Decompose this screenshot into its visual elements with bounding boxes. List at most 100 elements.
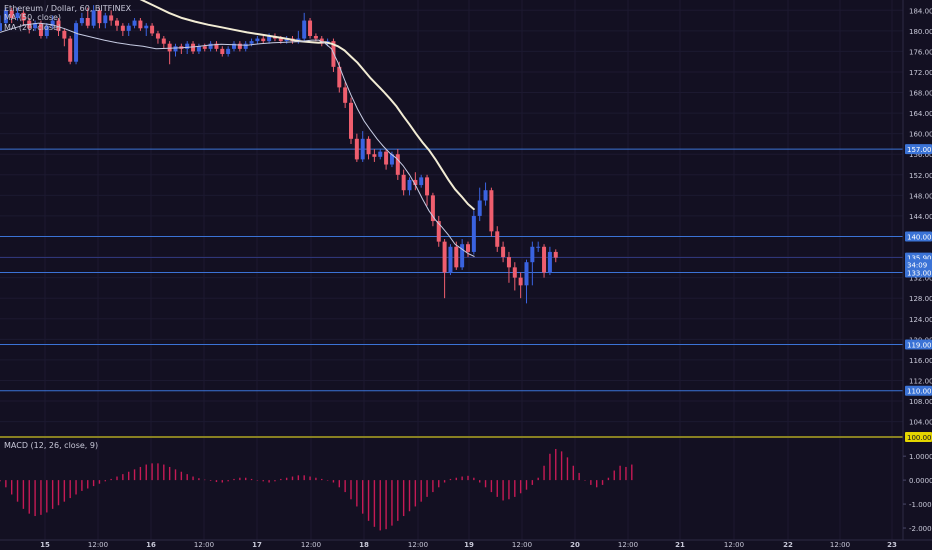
y-tick-label: 104.00 [909, 419, 932, 427]
candle-body [542, 246, 547, 273]
macd-tick-label: -2.0000 [909, 525, 932, 533]
candle-body [425, 177, 430, 196]
macd-bar [174, 469, 177, 481]
macd-bar [321, 478, 323, 481]
candle-body [208, 43, 213, 49]
candle-body [501, 246, 506, 258]
y-tick-label: 108.00 [909, 398, 932, 406]
price-label: 157.00 [907, 146, 932, 154]
macd-axis[interactable]: 1.0000 0.0000 -1.0000 -2.0000 [903, 453, 932, 533]
macd-bar [233, 478, 235, 481]
macd-bar [356, 480, 358, 507]
ma50-legend[interactable]: MA (50, close) [4, 13, 61, 22]
macd-bar [315, 477, 317, 481]
macd-bar [373, 480, 376, 527]
candle-body [97, 10, 102, 24]
y-tick-label: 180.00 [909, 28, 932, 36]
candle-body [407, 179, 412, 191]
candle-body [530, 246, 535, 263]
candle-body [74, 23, 79, 62]
candle-body [547, 251, 552, 273]
macd-bar [590, 480, 592, 485]
macd-bar [537, 477, 539, 481]
chart-title: Ethereum / Dollar, 60, BITFINEX [4, 4, 132, 13]
macd-bar [256, 480, 259, 481]
macd-bar [397, 480, 399, 521]
macd-tick-label: 1.0000 [909, 453, 932, 461]
macd-bar [496, 480, 498, 497]
candle-body [454, 246, 459, 268]
candle-body [103, 15, 108, 24]
macd-bar [426, 480, 428, 497]
macd-bar [297, 475, 300, 481]
candle-body [343, 87, 348, 103]
macd-bar [5, 480, 7, 488]
candle-body [196, 46, 201, 52]
price-label-box [905, 144, 932, 155]
macd-bar [221, 480, 223, 483]
candle-body [202, 46, 207, 49]
macd-bar [186, 474, 188, 481]
candle-body [366, 138, 371, 155]
x-tick-label: 12:00 [512, 541, 532, 549]
candle-body [167, 43, 172, 52]
candle-body [249, 41, 254, 44]
macd-bar [555, 448, 557, 481]
macd-bar [245, 477, 247, 481]
candle-body [132, 20, 137, 26]
price-label: 34:09 [907, 261, 927, 269]
macd-bar [502, 480, 504, 501]
macd-bar [519, 480, 522, 494]
candle-body [296, 38, 301, 42]
candle-body [185, 43, 190, 49]
macd-bar [309, 476, 311, 481]
candle-body [360, 138, 365, 160]
price-label: 135.90 [907, 255, 932, 263]
macd-bar [461, 476, 463, 481]
macd-bar [34, 480, 36, 517]
macd-bar [560, 451, 563, 481]
macd-bar [332, 480, 335, 483]
candle-body [389, 154, 394, 165]
candle-body [308, 20, 313, 36]
macd-bar [572, 465, 574, 481]
candle-body [466, 244, 470, 252]
macd-bar [607, 477, 610, 481]
macd-bar [338, 480, 340, 488]
macd-bar [63, 480, 66, 502]
macd-bar [391, 480, 393, 526]
y-tick-label: 184.00 [909, 7, 932, 15]
macd-bar [168, 466, 171, 481]
candle-body [15, 12, 20, 18]
y-tick-label: 148.00 [909, 192, 932, 200]
macd-bar [274, 480, 276, 482]
macd-bar [508, 480, 510, 500]
candle-body [243, 43, 248, 49]
x-tick-label: 12:00 [830, 541, 850, 549]
macd-bar [578, 472, 580, 481]
macd-bar [104, 480, 106, 482]
candle-body [495, 231, 500, 247]
candle-body [284, 38, 289, 42]
macd-bar [414, 480, 417, 507]
ma20-legend[interactable]: MA (20, close) [4, 23, 61, 32]
time-axis[interactable]: 15 12:00 16 12:00 17 12:00 18 12:00 19 12:00 20 12:… [40, 541, 897, 549]
macd-bar [326, 480, 329, 481]
macd-bar [566, 457, 569, 481]
candle-body [518, 277, 523, 286]
candle-body [155, 33, 160, 39]
macd-legend[interactable]: MACD (12, 26, close, 9) [4, 441, 98, 450]
price-label-box [905, 267, 932, 278]
macd-bar [157, 463, 159, 481]
candle-body [337, 66, 342, 88]
macd-bar [285, 477, 288, 481]
price-axis[interactable]: 184.00 180.00 176.00 172.00 168.00 164.00 160.… [909, 7, 932, 426]
macd-bar [22, 480, 25, 509]
x-tick-label: 12:00 [301, 541, 321, 549]
candle-body [460, 244, 465, 268]
candle-body [436, 221, 441, 242]
price-label-box [905, 385, 932, 396]
